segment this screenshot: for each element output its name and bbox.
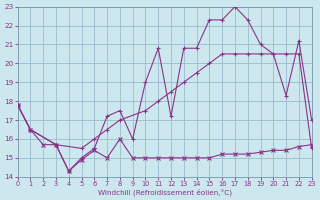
X-axis label: Windchill (Refroidissement éolien,°C): Windchill (Refroidissement éolien,°C): [98, 188, 232, 196]
